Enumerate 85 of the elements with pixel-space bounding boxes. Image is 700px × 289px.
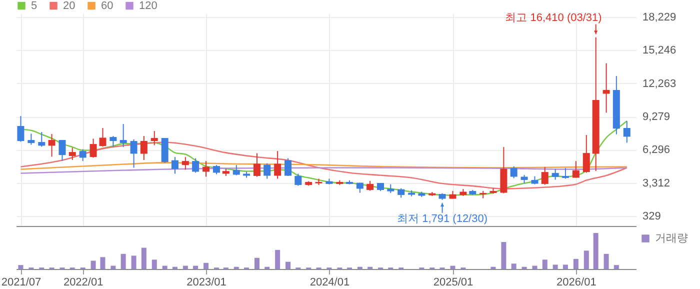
candlestick <box>562 168 569 180</box>
bar <box>275 250 280 269</box>
bar <box>193 266 198 269</box>
legend-label: 120 <box>139 0 158 12</box>
candlestick <box>398 188 405 198</box>
x-tick-label: 2023/01 <box>186 276 226 288</box>
candlestick <box>110 136 117 148</box>
x-tick-label: 2021/07 <box>1 276 42 288</box>
candlestick <box>572 160 580 178</box>
annotation: 최고 16,410 (03/31) <box>505 12 602 24</box>
candlestick <box>232 164 240 176</box>
candlestick <box>48 134 56 158</box>
bar <box>162 266 168 269</box>
bar <box>120 254 126 269</box>
candlestick <box>182 156 189 170</box>
bar <box>501 242 506 269</box>
candlestick <box>582 134 590 174</box>
x-tick-label: 2022/01 <box>63 276 104 288</box>
bar <box>542 260 548 269</box>
candlestick <box>253 152 260 178</box>
candlestick <box>274 150 282 180</box>
candlestick <box>294 173 302 186</box>
candlestick <box>130 138 138 168</box>
bar <box>18 265 24 269</box>
bar <box>532 266 538 269</box>
y-tick-label: 12,263 <box>642 78 676 90</box>
candlestick <box>284 158 292 176</box>
bar <box>90 260 96 269</box>
bar <box>604 254 609 269</box>
legend-label: 5 <box>31 0 38 12</box>
candlestick <box>58 140 66 162</box>
candlestick <box>90 138 97 158</box>
y-tick-label: 15,246 <box>642 44 676 57</box>
candlestick <box>68 147 76 161</box>
bar <box>182 266 188 269</box>
candlestick <box>171 156 178 174</box>
x-tick-label: 2025/01 <box>433 276 474 288</box>
y-tick-label: 3,312 <box>642 177 670 190</box>
candlestick <box>212 164 220 175</box>
line-series <box>20 162 628 170</box>
bar <box>614 265 619 269</box>
candlestick <box>99 128 106 148</box>
bar <box>562 264 568 269</box>
candlestick <box>38 132 46 148</box>
candlestick <box>541 166 548 186</box>
candlestick <box>120 124 127 148</box>
bar <box>254 258 260 269</box>
bar <box>286 262 291 269</box>
y-tick-label: 6,296 <box>642 144 670 156</box>
y-tick-label: 18,229 <box>642 12 676 24</box>
x-tick-label: 2024/01 <box>310 276 350 288</box>
bar <box>511 264 516 269</box>
candlestick <box>356 182 364 194</box>
y-tick-label: 329 <box>642 210 661 223</box>
candlestick <box>552 168 559 180</box>
bar <box>450 266 456 269</box>
candlestick <box>623 120 630 144</box>
line-series <box>20 142 628 190</box>
candlestick <box>140 136 148 161</box>
bar <box>552 264 558 269</box>
x-tick-label: 2026/01 <box>556 276 596 288</box>
candlestick <box>17 115 24 142</box>
candlestick <box>28 133 35 146</box>
candlestick <box>202 160 210 178</box>
candlestick <box>366 180 374 192</box>
y-tick-label: 9,279 <box>642 111 670 124</box>
candlestick <box>150 130 158 146</box>
bar <box>152 260 157 269</box>
bar <box>100 257 106 269</box>
bar <box>110 266 116 269</box>
bar <box>593 233 598 269</box>
annotation: 최저 1,791 (12/30) <box>397 212 488 225</box>
bar <box>584 250 589 269</box>
candlestick <box>510 166 518 179</box>
candlestick <box>192 158 200 174</box>
bar <box>131 256 136 269</box>
bar <box>204 262 209 269</box>
bar <box>573 258 578 269</box>
legend-label: 60 <box>101 0 114 12</box>
candlestick <box>79 148 86 162</box>
candlestick <box>264 162 271 180</box>
legend-label: 20 <box>63 0 76 12</box>
legend-label: 거래량 <box>655 232 688 244</box>
bar <box>141 248 146 269</box>
candlestick <box>602 62 610 114</box>
